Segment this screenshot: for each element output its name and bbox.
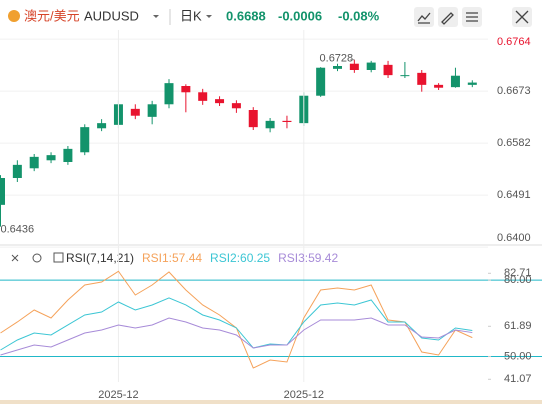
candle-body [231, 103, 241, 109]
change: -0.0006 [278, 8, 322, 23]
close-icon[interactable] [11, 254, 19, 262]
symbol-icon [8, 10, 20, 22]
y-tick-label: 82.71 [504, 267, 532, 279]
dropdown-arrow[interactable] [206, 15, 212, 18]
y-tick-label: 0.6582 [497, 137, 531, 149]
candle-body [164, 83, 174, 105]
y-tick-label: 50.00 [504, 350, 532, 362]
dropdown-arrow[interactable] [153, 15, 159, 18]
candle-body [248, 110, 258, 128]
y-tick-label: 61.89 [504, 320, 532, 332]
candle-body [349, 63, 359, 70]
y-tick-label: 0.6400 [497, 232, 531, 244]
candle-body [400, 75, 410, 77]
x-tick-label: 2025-12 [284, 389, 324, 401]
y-tick-label: 0.6491 [497, 189, 531, 201]
candle-body [63, 148, 73, 162]
y-tick-label: 0.6673 [497, 85, 531, 97]
legend-entry: RSI1:57.44 [142, 251, 202, 265]
candle-body [198, 92, 208, 101]
x-tick-label: 2025-12 [98, 389, 138, 401]
candle-body [147, 104, 157, 117]
candle-body [215, 99, 225, 104]
candle-body [366, 62, 376, 70]
y-tick-label: 80.00 [504, 274, 532, 286]
symbol-cn: 澳元/美元 [24, 8, 80, 23]
indicator-icon[interactable] [417, 12, 431, 24]
legend-entry: RSI2:60.25 [210, 251, 270, 265]
candle-body [181, 86, 191, 93]
candle-body [29, 156, 39, 169]
candle-body [46, 155, 56, 161]
candle-body [0, 178, 5, 205]
candle-body [80, 127, 90, 153]
period[interactable]: 日K [180, 8, 202, 23]
candle-body [282, 120, 292, 122]
legend-entry: RSI3:59.42 [278, 251, 338, 265]
symbol[interactable]: AUDUSD [84, 8, 139, 23]
settings-icon[interactable] [32, 253, 42, 263]
candle-body [467, 82, 477, 85]
header: 澳元/美元 AUDUSD 日K 0.6688 -0.0006 -0.08% [8, 7, 532, 27]
y-tick-label: 0.6764 [497, 36, 531, 48]
candle-body [434, 84, 444, 88]
fullscreen-icon[interactable] [515, 10, 529, 24]
candle-body [130, 108, 140, 116]
draw-icon[interactable] [441, 12, 454, 25]
candle-body [316, 67, 326, 96]
price: 0.6688 [226, 8, 266, 23]
candle-body [97, 123, 107, 129]
candle-body [450, 75, 460, 88]
rsi-title: RSI(7,14,21) [66, 251, 134, 265]
settings-icon[interactable] [466, 12, 478, 22]
rsi-header: RSI(7,14,21) [11, 251, 134, 265]
rsi-line [0, 317, 473, 356]
candle-body [12, 164, 22, 178]
high-label: 0.6728 [320, 53, 354, 65]
tool-button[interactable] [414, 7, 434, 27]
candle-body [417, 72, 427, 85]
change-pct: -0.08% [338, 8, 380, 23]
candle-body [333, 66, 342, 69]
candle-body [383, 64, 393, 76]
y-tick-label: 41.07 [504, 373, 532, 385]
expand-icon[interactable] [53, 252, 64, 263]
tool-button[interactable] [438, 7, 458, 27]
low-label: 0.6436 [1, 223, 35, 235]
rsi-line [0, 297, 473, 351]
candle-body [265, 120, 275, 129]
